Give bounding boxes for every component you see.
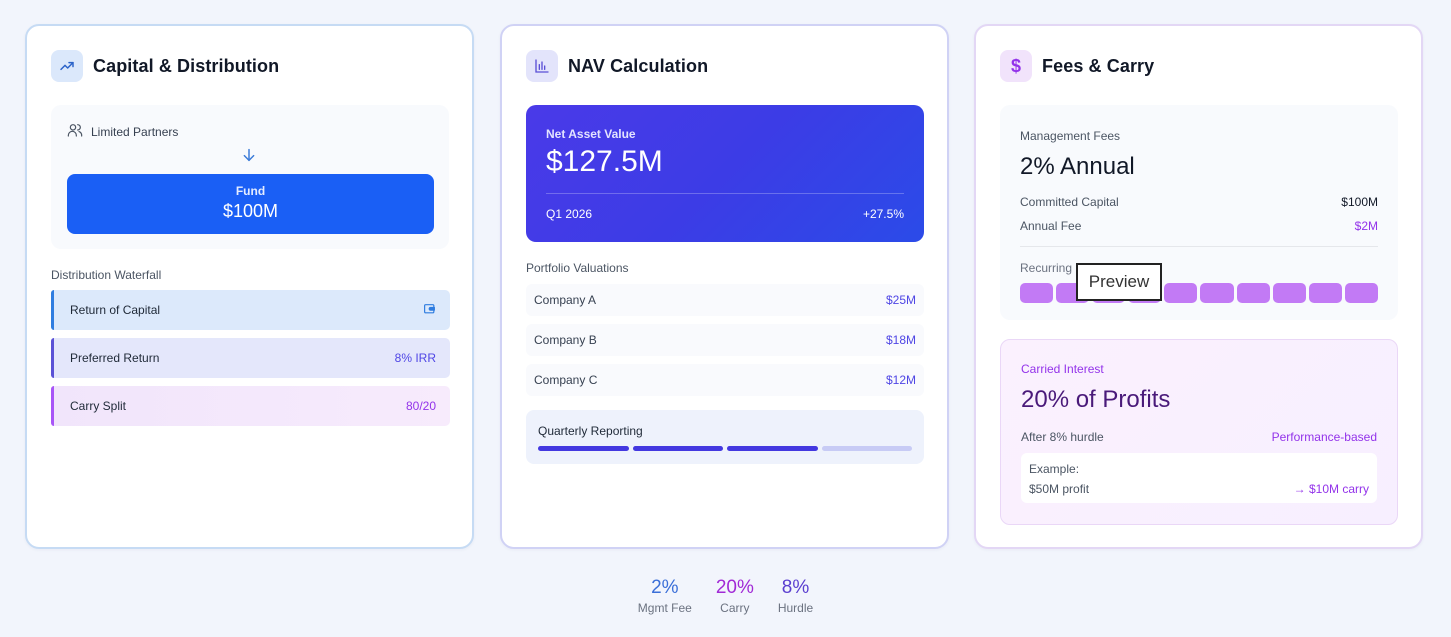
stat-value: 20% bbox=[715, 577, 754, 598]
hurdle-row: After 8% hurdle Performance-based bbox=[1021, 430, 1377, 444]
recurring-label: Recurring bbox=[1020, 261, 1073, 275]
company-value: $25M bbox=[885, 293, 916, 307]
card-header: Capital & Distribution bbox=[51, 50, 279, 82]
quarter-segment-q2 bbox=[632, 446, 723, 451]
quarter-segment-q3 bbox=[727, 446, 818, 451]
management-fees-panel: Management Fees 2% Annual Committed Capi… bbox=[1000, 105, 1398, 320]
example-input: $50M profit bbox=[1029, 482, 1090, 496]
carried-interest-panel: Carried Interest 20% of Profits After 8%… bbox=[1000, 339, 1398, 525]
fees-carry-card: $ Fees & Carry Management Fees 2% Annual… bbox=[974, 24, 1423, 549]
example-label: Example: bbox=[1029, 462, 1080, 476]
waterfall-label: Return of Capital bbox=[70, 303, 161, 317]
limited-partners-row: Limited Partners bbox=[67, 122, 178, 141]
portfolio-row[interactable]: Company C $12M bbox=[526, 364, 924, 396]
recurring-block[interactable] bbox=[1272, 283, 1306, 303]
committed-capital-value: $100M bbox=[1341, 195, 1378, 209]
card-header: NAV Calculation bbox=[526, 50, 708, 82]
summary-stats: 2% Mgmt Fee 20% Carry 8% Hurdle bbox=[0, 577, 1451, 615]
quarter-segment-q4 bbox=[821, 446, 912, 451]
nav-calculation-card: NAV Calculation Net Asset Value $127.5M … bbox=[500, 24, 949, 549]
committed-capital-row: Committed Capital $100M bbox=[1020, 195, 1378, 209]
recurring-blocks bbox=[1020, 283, 1378, 303]
stat-value: 2% bbox=[651, 577, 679, 598]
company-value: $18M bbox=[885, 333, 916, 347]
users-icon bbox=[67, 122, 83, 141]
waterfall-return-of-capital[interactable]: Return of Capital bbox=[51, 290, 450, 330]
recurring-block[interactable] bbox=[1236, 283, 1270, 303]
management-fees-label: Management Fees bbox=[1020, 129, 1121, 143]
card-header: $ Fees & Carry bbox=[1000, 50, 1154, 82]
card-title: Capital & Distribution bbox=[93, 55, 280, 76]
waterfall-carry-split[interactable]: Carry Split 80/20 bbox=[51, 386, 450, 426]
example-row: $50M profit → $10M carry bbox=[1029, 482, 1369, 496]
recurring-block[interactable] bbox=[1164, 283, 1198, 303]
net-asset-value-panel: Net Asset Value $127.5M Q1 2026 +27.5% bbox=[526, 105, 924, 242]
fund-label: Fund bbox=[235, 184, 266, 198]
trending-up-icon bbox=[51, 50, 83, 82]
quarter-segment-q1 bbox=[538, 446, 629, 451]
nav-period: Q1 2026 bbox=[546, 207, 593, 221]
quarterly-reporting-panel: Quarterly Reporting bbox=[526, 410, 924, 464]
stat-value: 8% bbox=[781, 577, 810, 598]
arrow-down-icon bbox=[241, 147, 257, 168]
nav-change: +27.5% bbox=[862, 207, 904, 221]
portfolio-title: Portfolio Valuations bbox=[526, 261, 629, 275]
company-name: Company C bbox=[534, 373, 598, 387]
limited-partners-label: Limited Partners bbox=[91, 124, 179, 139]
recurring-block[interactable] bbox=[1020, 283, 1054, 303]
carried-interest-label: Carried Interest bbox=[1021, 362, 1104, 376]
example-result: → $10M carry bbox=[1293, 482, 1369, 496]
dollar-icon: $ bbox=[1000, 50, 1032, 82]
waterfall-title: Distribution Waterfall bbox=[51, 268, 162, 282]
fund-box: Fund $100M bbox=[67, 174, 434, 234]
stat-label: Mgmt Fee bbox=[637, 601, 692, 615]
recurring-block[interactable] bbox=[1200, 283, 1234, 303]
divider bbox=[546, 193, 904, 194]
annual-fee-label: Annual Fee bbox=[1020, 219, 1082, 233]
waterfall-preferred-return[interactable]: Preferred Return 8% IRR bbox=[51, 338, 450, 378]
stat-carry: 20% Carry bbox=[716, 577, 754, 615]
recurring-block[interactable] bbox=[1344, 283, 1378, 303]
annual-fee-row: Annual Fee $2M bbox=[1020, 219, 1378, 233]
waterfall-label: Carry Split bbox=[70, 399, 127, 413]
preview-tooltip: Preview bbox=[1076, 263, 1162, 301]
nav-value: $127.5M bbox=[546, 145, 663, 178]
stat-label: Hurdle bbox=[777, 601, 814, 615]
management-fees-value: 2% Annual bbox=[1020, 153, 1135, 180]
stat-hurdle: 8% Hurdle bbox=[778, 577, 813, 615]
bar-chart-icon bbox=[526, 50, 558, 82]
nav-label: Net Asset Value bbox=[546, 127, 636, 141]
waterfall-label: Preferred Return bbox=[70, 351, 160, 365]
waterfall-value: 8% IRR bbox=[394, 351, 436, 365]
waterfall-value: 80/20 bbox=[405, 399, 436, 413]
card-title: NAV Calculation bbox=[568, 55, 709, 76]
annual-fee-value: $2M bbox=[1354, 219, 1378, 233]
performance-badge: Performance-based bbox=[1271, 430, 1377, 444]
recurring-block[interactable] bbox=[1308, 283, 1342, 303]
company-name: Company A bbox=[534, 293, 597, 307]
portfolio-row[interactable]: Company B $18M bbox=[526, 324, 924, 356]
wallet-icon bbox=[423, 302, 436, 318]
capital-flow-panel: Limited Partners Fund $100M bbox=[51, 105, 449, 249]
quarterly-reporting-label: Quarterly Reporting bbox=[538, 424, 643, 438]
committed-capital-label: Committed Capital bbox=[1020, 195, 1119, 209]
example-box: Example: $50M profit → $10M carry bbox=[1021, 453, 1377, 503]
quarterly-progress bbox=[538, 446, 912, 451]
card-title: Fees & Carry bbox=[1042, 55, 1155, 76]
carried-interest-value: 20% of Profits bbox=[1021, 386, 1171, 413]
hurdle-text: After 8% hurdle bbox=[1021, 430, 1104, 444]
company-name: Company B bbox=[534, 333, 597, 347]
stat-mgmt-fee: 2% Mgmt Fee bbox=[638, 577, 692, 615]
stat-label: Carry bbox=[720, 601, 750, 615]
capital-distribution-card: Capital & Distribution Limited Partners … bbox=[25, 24, 474, 549]
portfolio-row[interactable]: Company A $25M bbox=[526, 284, 924, 316]
company-value: $12M bbox=[885, 373, 916, 387]
divider bbox=[1020, 246, 1378, 247]
fund-value: $100M bbox=[222, 201, 279, 221]
